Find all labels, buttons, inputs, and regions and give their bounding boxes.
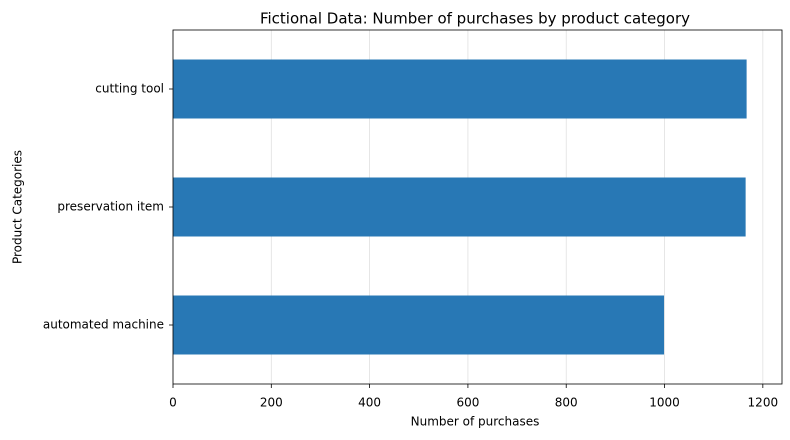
y-tick-label: automated machine [43,318,164,332]
y-tick-label: preservation item [57,200,164,214]
x-tick-label: 400 [358,396,381,410]
bar [173,177,746,237]
x-tick-label: 1000 [649,396,680,410]
chart-title: Fictional Data: Number of purchases by p… [260,10,690,28]
bar [173,295,665,355]
bar [173,59,747,119]
plot-frame [172,29,783,385]
y-axis-label: Product Categories [11,150,25,264]
x-tick-label: 200 [260,396,283,410]
x-tick-label: 800 [555,396,578,410]
x-tick-label: 1200 [748,396,779,410]
x-axis-label: Number of purchases [411,415,540,429]
x-tick-label: 600 [456,396,479,410]
y-tick-label: cutting tool [95,82,164,96]
x-tick-label: 0 [169,396,177,410]
